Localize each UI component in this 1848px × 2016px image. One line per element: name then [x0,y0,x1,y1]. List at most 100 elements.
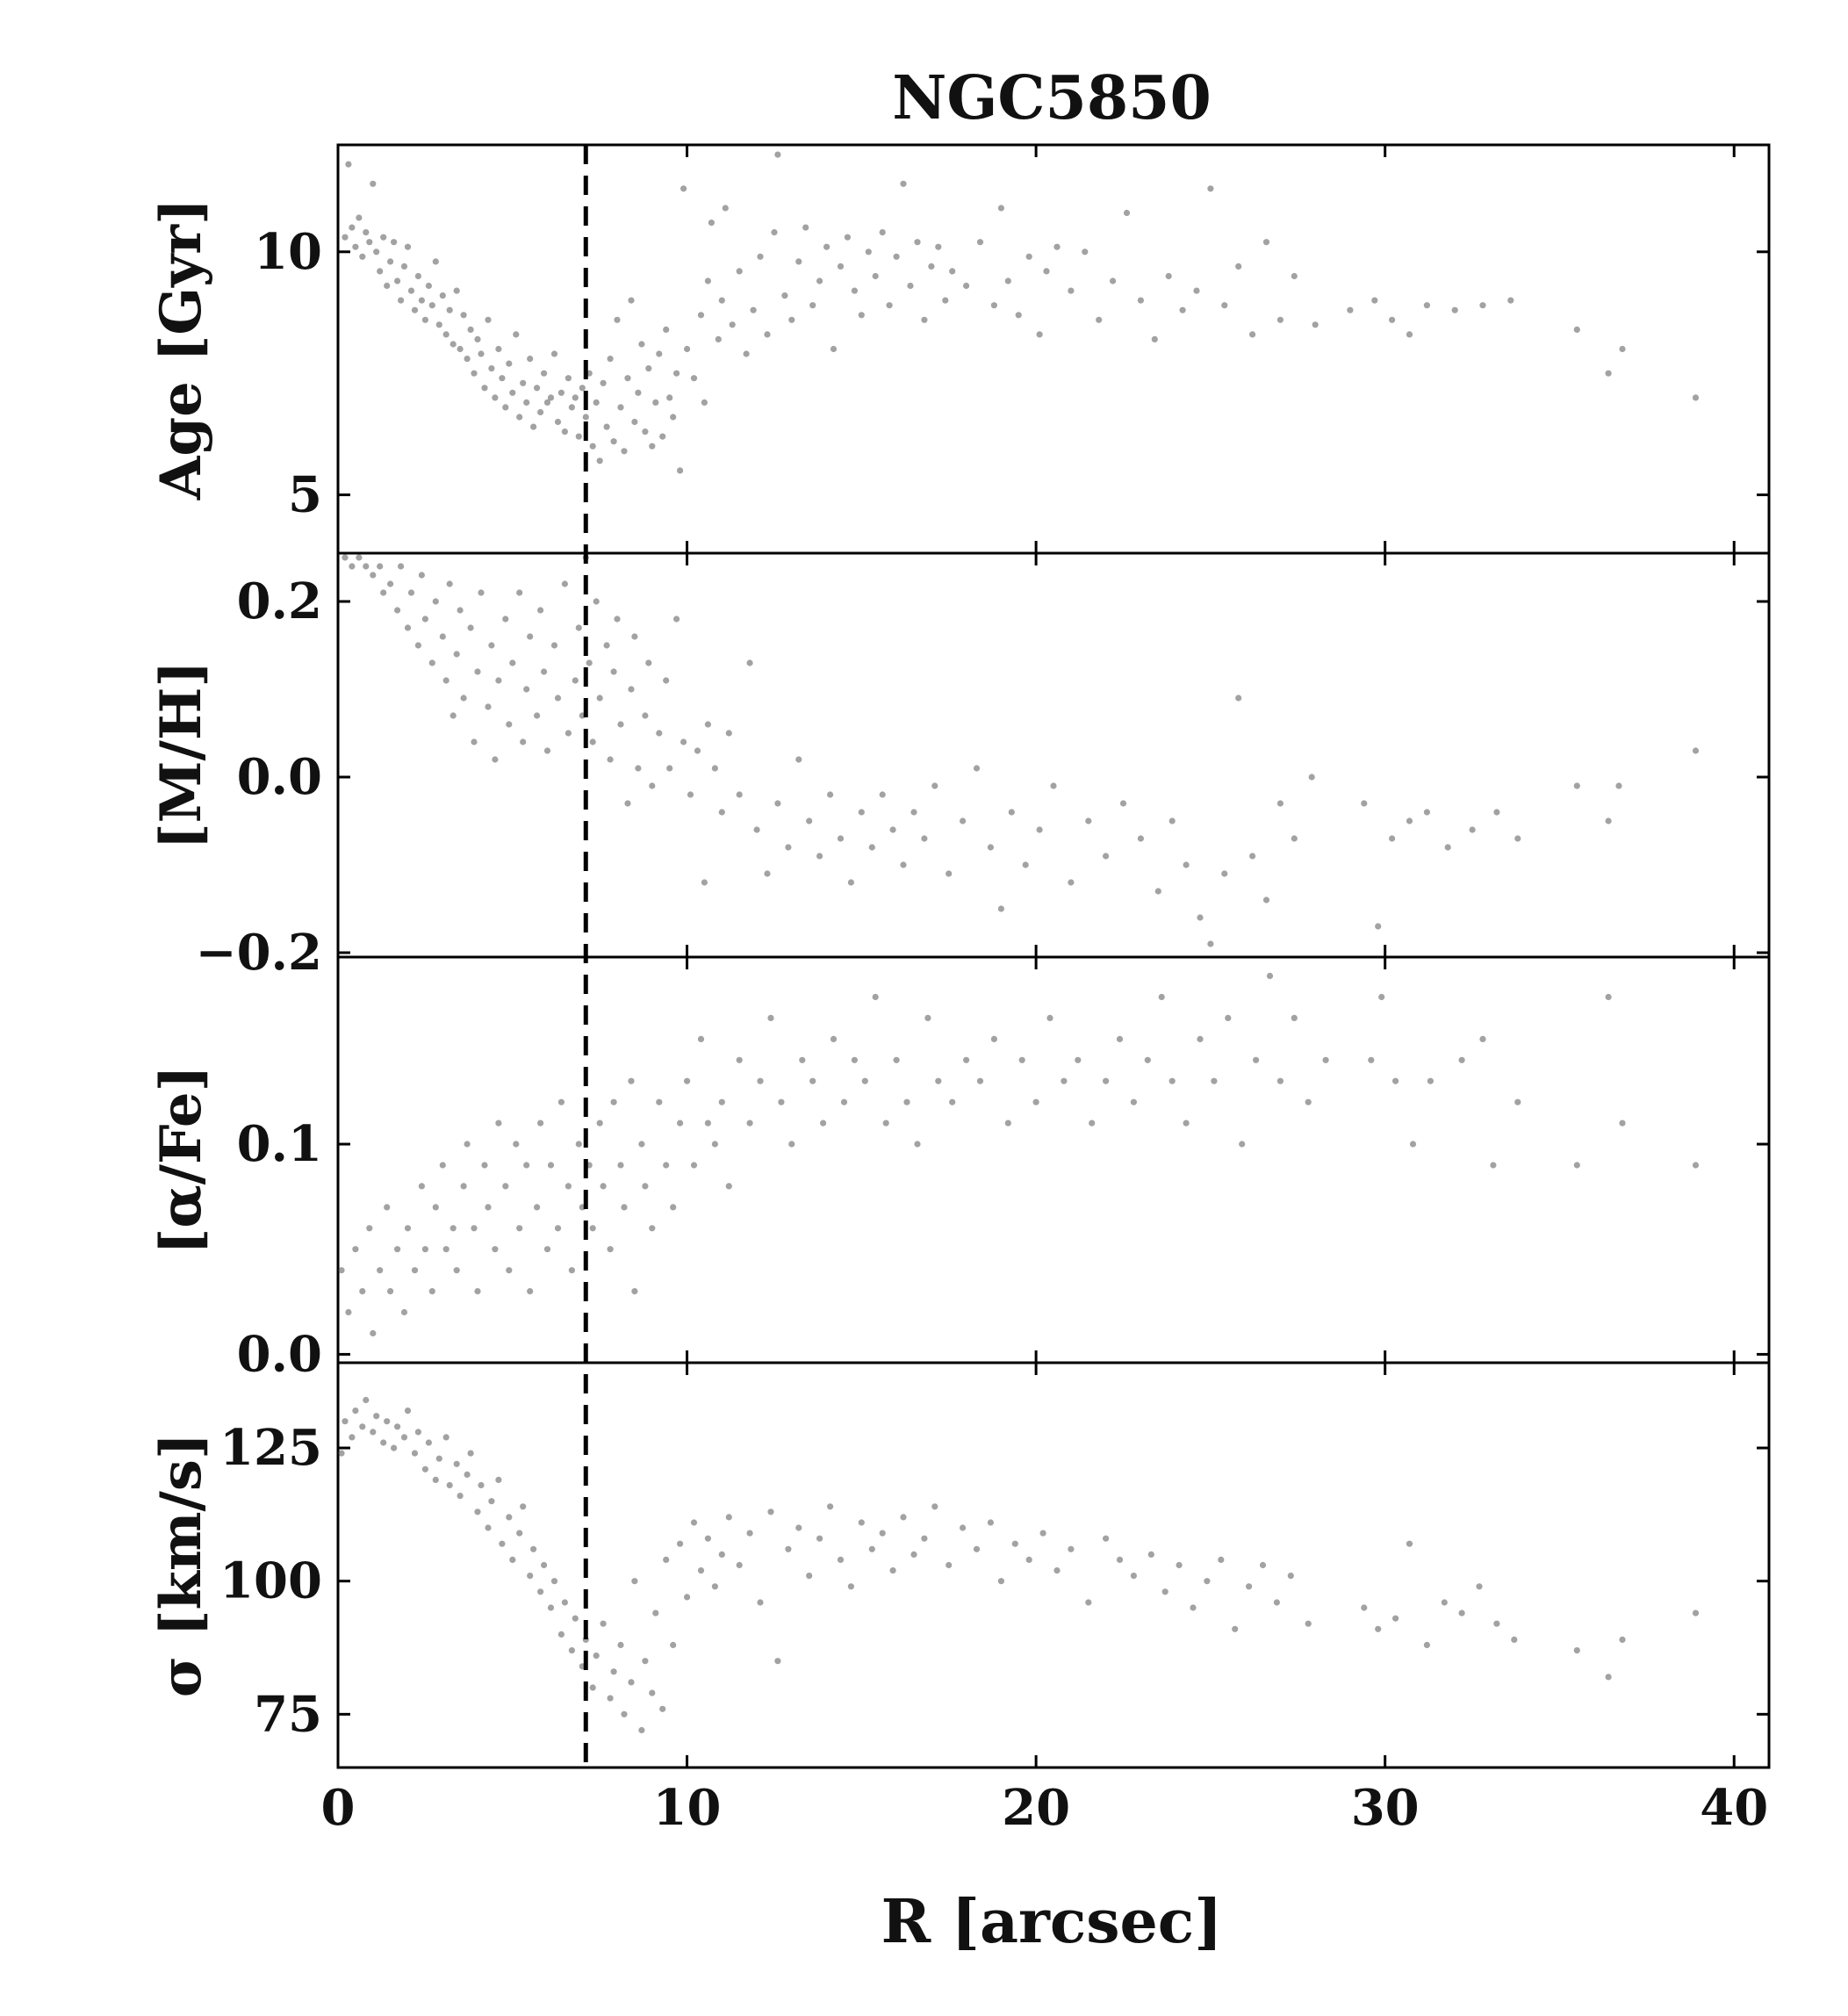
data-point [345,161,352,168]
data-point [453,651,460,658]
data-point [697,1567,705,1574]
data-point [914,239,921,246]
data-point [746,659,753,666]
data-point [485,703,492,710]
data-point [649,1225,656,1232]
data-point [1291,835,1298,842]
data-point [816,1535,823,1542]
data-point [352,1408,359,1415]
data-point [404,624,412,631]
data-point [527,1573,534,1580]
data-point [649,782,656,789]
data-point [823,243,831,250]
data-point [543,747,551,754]
data-point [736,791,743,798]
data-point [900,180,907,187]
data-point [474,1288,481,1295]
data-point [464,1471,471,1478]
data-point [963,1056,970,1063]
data-point [1619,345,1626,353]
data-point [725,730,732,737]
data-point [837,263,845,270]
data-point [370,572,377,579]
data-point [1692,394,1700,401]
data-point [554,1225,562,1232]
data-point [439,633,446,640]
data-point [973,765,981,772]
data-point [795,258,802,265]
data-point [1158,993,1165,1001]
data-point [537,607,544,614]
data-point [677,1120,684,1127]
data-point [757,1077,764,1084]
data-point [1249,331,1256,338]
data-point [442,331,449,338]
data-point [485,1204,492,1211]
data-point [509,1556,516,1563]
y-axis-label-alpha: [α/Fe] [148,1065,214,1255]
data-point [582,414,589,421]
data-point [572,1615,579,1622]
data-point [342,234,349,241]
data-point [1147,1551,1154,1558]
data-point [868,1545,875,1552]
data-point [694,747,701,754]
data-point [421,1246,428,1253]
data-point [453,1460,460,1467]
data-point [910,809,917,816]
data-point [1197,1035,1204,1042]
data-point [1036,826,1043,833]
data-point [882,1120,889,1127]
data-point [446,306,453,313]
data-point [827,1503,834,1510]
data-point [449,1225,457,1232]
data-point [1119,800,1127,807]
data-point [432,258,439,265]
data-point [997,205,1004,212]
data-point [1068,1545,1075,1552]
data-point [446,580,453,587]
data-point [1322,1056,1329,1063]
data-point [418,297,425,304]
data-point [1253,1056,1260,1063]
data-point [746,1120,753,1127]
data-point [418,1183,425,1190]
data-point [564,730,572,737]
data-point [554,695,562,702]
data-point [603,423,610,430]
data-point [1262,896,1270,904]
data-point [663,677,670,684]
data-point [666,765,673,772]
data-point [384,1418,391,1425]
data-point [1276,1077,1284,1084]
data-point [1507,297,1514,304]
data-point [1619,1120,1626,1127]
data-point [1514,835,1521,842]
data-point [652,399,659,406]
data-point [746,1530,753,1537]
data-point [711,1141,719,1148]
data-point [1476,1583,1483,1590]
data-point [380,1439,387,1446]
data-point [1511,1636,1518,1643]
data-point [1305,1620,1312,1627]
data-point [680,185,687,192]
data-point [711,1583,719,1590]
data-point [439,292,446,299]
data-point [457,607,464,614]
data-point [1361,800,1368,807]
data-point [428,1288,435,1295]
data-point [924,1014,931,1021]
data-point [600,379,607,386]
data-point [554,418,562,426]
data-point [847,879,855,886]
data-point [400,1434,408,1441]
data-point [352,243,359,250]
data-point [400,263,408,270]
data-point [861,1077,868,1084]
data-point [460,1183,467,1190]
data-point [407,589,415,596]
data-point [589,1225,596,1232]
data-point [509,389,516,396]
